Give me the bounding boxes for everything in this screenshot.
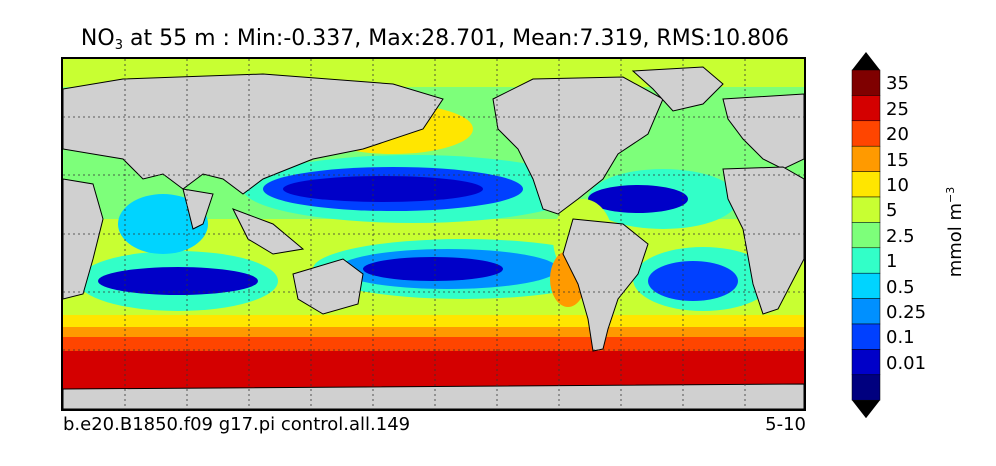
- ocean-map: [63, 59, 804, 409]
- plot-title: NO3 at 55 m : Min:-0.337, Max:28.701, Me…: [0, 26, 870, 53]
- colorbar-segment: [851, 247, 881, 274]
- colorbar-tick-label: 25: [886, 98, 909, 120]
- colorbar-extend-max: [852, 52, 880, 70]
- colorbar-tick-label: 5: [886, 200, 898, 222]
- land-greenland: [631, 66, 724, 112]
- grid-lines: [63, 59, 804, 409]
- colorbar-segment: [851, 272, 881, 299]
- land-north-america: [492, 76, 664, 215]
- colorbar-tick-label: 0.01: [886, 352, 927, 374]
- colorbar-segment: [851, 69, 881, 96]
- colorbar-segment: [851, 298, 881, 325]
- south-pacific-gyre-core: [363, 257, 503, 281]
- land-africa: [722, 166, 804, 315]
- land-africa-west: [63, 178, 104, 300]
- colorbar-tick-label: 0.5: [886, 276, 915, 298]
- land-europe-east: [722, 93, 804, 170]
- land-india: [182, 188, 214, 230]
- title-stats: at 55 m : Min:-0.337, Max:28.701, Mean:7…: [122, 26, 790, 51]
- colorbar-segment: [851, 222, 881, 249]
- colorbar-tick-label: 15: [886, 149, 909, 171]
- north-atlantic-gyre-core: [588, 185, 688, 213]
- title-variable: NO: [80, 26, 115, 51]
- land-antarctica: [63, 383, 804, 409]
- period-label: 5-10: [765, 414, 806, 435]
- colorbar-extend-min: [852, 400, 880, 418]
- indian-ocean-south-core: [98, 267, 258, 295]
- colorbar-tick-label: 0.25: [886, 302, 927, 323]
- colorbar-segment: [851, 145, 881, 172]
- colorbar-units: mmol m−3: [944, 187, 966, 278]
- colorbar-segment: [851, 196, 881, 223]
- band-amber: [63, 325, 804, 337]
- units-exponent: −3: [944, 186, 957, 203]
- colorbar: [851, 52, 881, 418]
- title-subscript: 3: [114, 38, 123, 53]
- colorbar-tick-label: 1: [886, 251, 898, 273]
- colorbar-segment: [851, 323, 881, 350]
- case-name: b.e20.B1850.f09 g17.pi control.all.149: [63, 414, 411, 435]
- arabian-sea: [118, 194, 208, 254]
- colorbar-segment: [851, 349, 881, 376]
- colorbar-tick-label: 2.5: [886, 225, 915, 247]
- map-frame: [61, 57, 806, 411]
- colorbar-segment: [851, 171, 881, 198]
- north-pacific-gyre-core: [283, 176, 483, 202]
- band-orange: [63, 335, 804, 351]
- land-se-asia: [231, 208, 305, 255]
- colorbar-segment: [851, 95, 881, 122]
- colorbar-segment: [851, 374, 881, 401]
- colorbar-tick-label: 35: [886, 73, 909, 95]
- colorbar-tick-label: 10: [886, 175, 909, 196]
- colorbar-segment: [851, 120, 881, 147]
- colorbar-tick-label: 20: [886, 124, 909, 146]
- land-eurasia: [63, 73, 444, 195]
- units-text: mmol m: [945, 202, 966, 278]
- land-australia: [292, 258, 364, 315]
- south-atlantic-gyre-core: [648, 261, 738, 301]
- colorbar-tick-label: 0.1: [886, 327, 915, 349]
- land-masses: [63, 66, 804, 409]
- land-south-america: [562, 218, 649, 352]
- band-yellow: [63, 313, 804, 327]
